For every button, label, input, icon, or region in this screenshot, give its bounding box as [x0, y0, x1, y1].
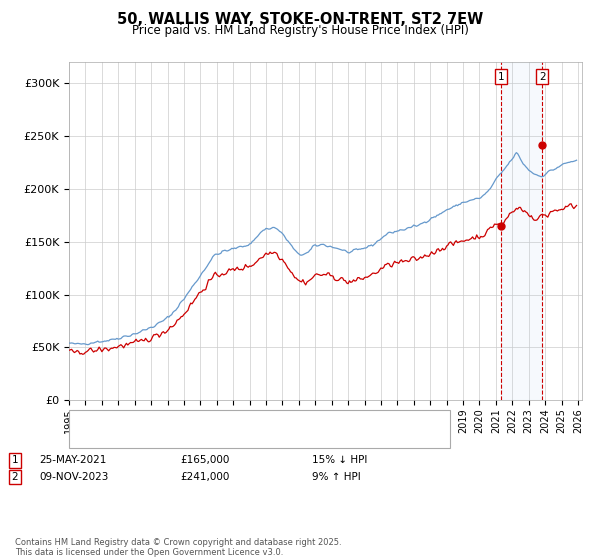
Text: 50, WALLIS WAY, STOKE-ON-TRENT, ST2 7EW: 50, WALLIS WAY, STOKE-ON-TRENT, ST2 7EW [117, 12, 483, 27]
Text: Contains HM Land Registry data © Crown copyright and database right 2025.
This d: Contains HM Land Registry data © Crown c… [15, 538, 341, 557]
Text: 2: 2 [11, 472, 19, 482]
Text: 09-NOV-2023: 09-NOV-2023 [39, 472, 109, 482]
Text: —: — [78, 413, 93, 427]
Text: £165,000: £165,000 [180, 455, 229, 465]
Text: 1: 1 [498, 72, 505, 82]
Text: HPI: Average price, detached house, Stoke-on-Trent: HPI: Average price, detached house, Stok… [94, 431, 362, 441]
Text: £241,000: £241,000 [180, 472, 229, 482]
Text: 15% ↓ HPI: 15% ↓ HPI [312, 455, 367, 465]
Text: 50, WALLIS WAY, STOKE-ON-TRENT, ST2 7EW (detached house): 50, WALLIS WAY, STOKE-ON-TRENT, ST2 7EW … [94, 415, 422, 425]
Text: 9% ↑ HPI: 9% ↑ HPI [312, 472, 361, 482]
Text: —: — [78, 428, 93, 443]
Text: 1: 1 [11, 455, 19, 465]
Text: Price paid vs. HM Land Registry's House Price Index (HPI): Price paid vs. HM Land Registry's House … [131, 24, 469, 37]
Text: 25-MAY-2021: 25-MAY-2021 [39, 455, 106, 465]
Bar [501, 62, 542, 400]
Text: 2: 2 [539, 72, 545, 82]
